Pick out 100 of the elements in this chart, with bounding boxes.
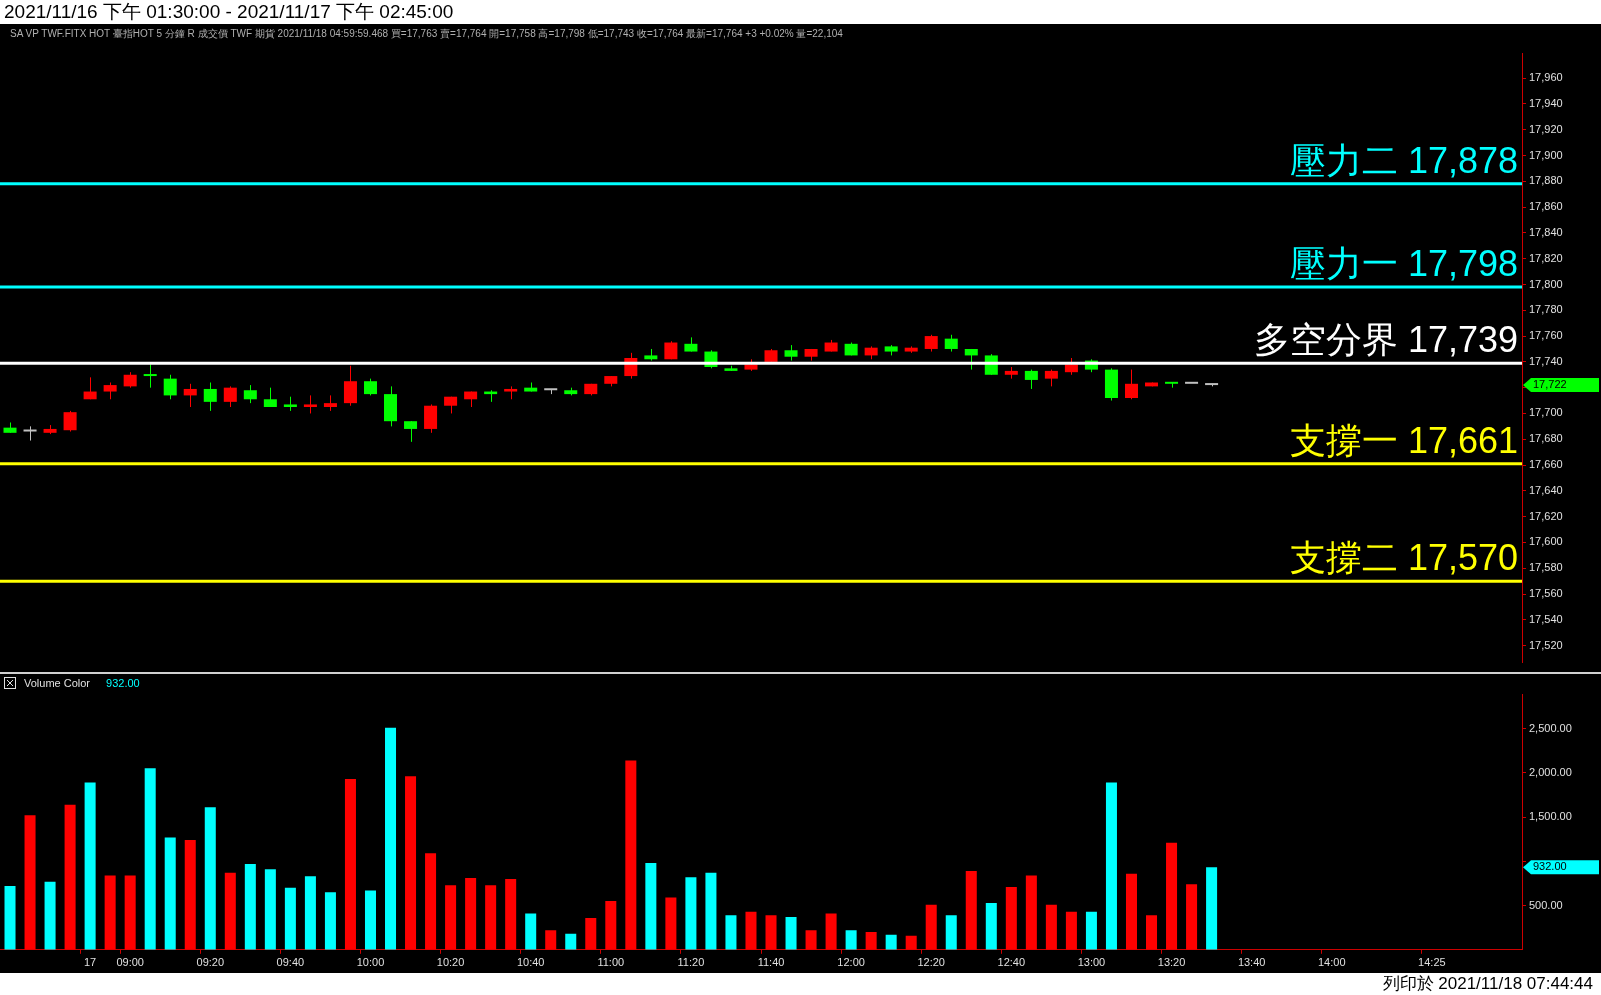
y-tick-label: 17,840	[1529, 225, 1563, 238]
bar	[885, 934, 897, 950]
y-tick-label: 17,700	[1529, 406, 1563, 419]
bar	[545, 930, 557, 950]
chart-title: Volume Color	[24, 677, 91, 689]
bar	[344, 778, 356, 950]
chart-subtitle: SA VP TWF.FITX HOT 臺指HOT 5 分鐘 R 成交價 TWF 期貨 2021/11/18 04:59:59.468 買=17,763 賣=17,764 開=17,758 高=17,798 低=17,743 收=17,764 最新=17,764 +3 +0.02% 量=22,104	[9, 27, 844, 41]
y-tick-label: 17,600	[1529, 535, 1563, 548]
bar	[865, 932, 877, 950]
y-tick-label: 17,680	[1529, 432, 1563, 445]
bar	[1146, 915, 1158, 950]
bar	[465, 878, 477, 950]
bar	[625, 760, 637, 950]
bar	[745, 911, 757, 950]
bar	[1105, 782, 1117, 950]
bar	[685, 877, 697, 950]
bar	[605, 901, 617, 950]
bar	[224, 872, 236, 950]
candlestick	[424, 403, 438, 434]
bar	[1025, 875, 1037, 950]
bar	[765, 915, 777, 950]
bar	[84, 782, 96, 950]
text: 列印於 2021/11/18 07:44:44	[1382, 974, 1593, 993]
y-tick-label: 17,920	[1529, 122, 1563, 135]
y-tick-label: 17,880	[1529, 174, 1563, 187]
text: 932.00	[1533, 860, 1567, 873]
bar	[24, 815, 36, 950]
x-tick-label: 14:25	[1418, 956, 1446, 969]
x-tick-label: 11:20	[677, 956, 705, 969]
y-tick-label: 17,900	[1529, 148, 1563, 161]
y-tick-label: 17,760	[1529, 329, 1563, 342]
x-tick-label: 11:40	[757, 956, 785, 969]
x-tick-label: 09:00	[116, 956, 144, 969]
y-tick-label: 17,620	[1529, 509, 1563, 522]
bar	[1065, 911, 1077, 950]
ref-line-label: 壓力一 17,798	[1289, 242, 1518, 284]
x-tick-label: 12:40	[997, 956, 1026, 969]
x-tick-label: 12:20	[917, 956, 945, 969]
bar	[1125, 873, 1137, 950]
bar	[665, 897, 677, 950]
ref-line-label: 多空分界 17,739	[1253, 319, 1518, 361]
bar	[1206, 867, 1218, 950]
bar	[64, 804, 76, 950]
y-tick-label: 17,780	[1529, 303, 1563, 316]
x-tick-label: 14:00	[1317, 956, 1346, 969]
x-tick-label: 10:00	[356, 956, 385, 969]
bar	[725, 915, 737, 950]
x-tick-label: 13:20	[1157, 956, 1186, 969]
x-tick-label: 12:00	[837, 956, 865, 969]
bar	[565, 933, 577, 950]
x-tick-label: 10:20	[436, 956, 465, 969]
bar	[925, 904, 937, 950]
bar	[1085, 911, 1097, 950]
y-tick-label: 17,580	[1529, 561, 1563, 574]
bar	[965, 871, 977, 950]
x-tick-label: 13:00	[1077, 956, 1106, 969]
bar	[124, 875, 136, 950]
bar	[284, 887, 296, 950]
x-tick-label: 11:00	[597, 956, 625, 969]
bar	[705, 872, 717, 950]
bar	[485, 885, 497, 950]
bar	[645, 863, 657, 950]
ref-line-label: 支撐二 17,570	[1289, 537, 1518, 579]
bar	[525, 913, 537, 950]
bar	[1045, 904, 1057, 950]
candlestick	[243, 384, 257, 404]
bar	[945, 915, 957, 950]
bar	[364, 890, 376, 950]
bar	[144, 768, 156, 950]
candlestick	[343, 365, 357, 407]
bar	[304, 876, 316, 950]
bar	[425, 853, 437, 950]
bar	[985, 902, 997, 950]
candlestick	[63, 410, 77, 433]
bar	[1186, 884, 1198, 950]
candlestick	[303, 394, 317, 414]
bar	[204, 807, 216, 950]
x-tick-label: 10:40	[516, 956, 545, 969]
bar	[825, 913, 837, 950]
y-tick-label: 17,960	[1529, 71, 1563, 84]
y-tick-label: 17,820	[1529, 251, 1563, 264]
ref-line-label: 壓力二 17,878	[1289, 139, 1518, 181]
bar	[264, 869, 276, 950]
ref-line-label: 支撐一 17,661	[1289, 419, 1518, 461]
x-tick-label: 09:20	[196, 956, 225, 969]
bar	[324, 892, 336, 950]
y-tick-label: 17,560	[1529, 587, 1563, 600]
candlestick	[1124, 369, 1138, 400]
bar	[505, 878, 517, 950]
candlestick	[1024, 369, 1038, 390]
candlestick	[163, 374, 177, 400]
bar	[1005, 886, 1017, 950]
bar	[164, 837, 176, 950]
y-tick-label: 17,640	[1529, 483, 1563, 496]
candlestick	[203, 382, 217, 412]
y-tick-label: 500.00	[1529, 898, 1563, 911]
y-tick-label: 17,860	[1529, 200, 1563, 213]
y-tick-label: 2,000.00	[1529, 765, 1572, 778]
y-tick-label: 17,540	[1529, 612, 1563, 625]
bar	[405, 776, 417, 950]
